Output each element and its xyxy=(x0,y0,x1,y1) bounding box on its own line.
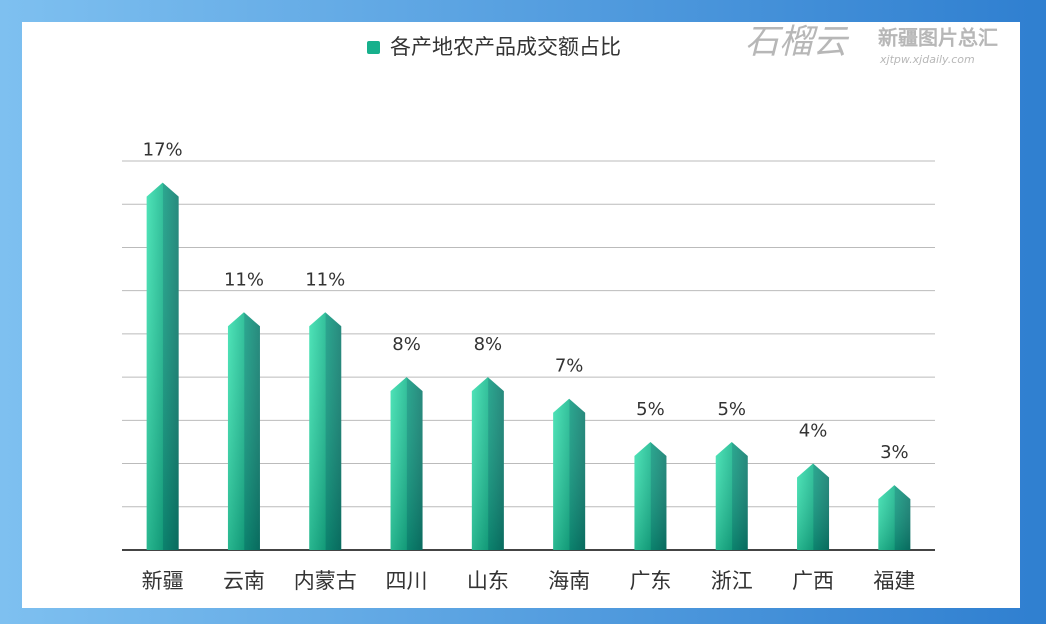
chart-title: 各产地农产品成交额占比 xyxy=(390,35,621,59)
bar xyxy=(797,463,830,550)
x-tick-label: 山东 xyxy=(467,569,509,593)
bar xyxy=(634,441,667,550)
value-label: 7% xyxy=(555,356,584,377)
value-label: 11% xyxy=(305,269,345,290)
bar xyxy=(471,377,504,550)
x-tick-label: 广西 xyxy=(792,569,834,593)
x-tick-label: 广东 xyxy=(629,569,671,593)
bar xyxy=(309,312,342,550)
bar xyxy=(553,398,586,550)
value-label: 11% xyxy=(224,269,264,290)
value-label: 17% xyxy=(143,140,183,161)
value-label: 5% xyxy=(636,399,665,420)
panel xyxy=(22,22,1020,608)
watermark-url: xjtpw.xjdaily.com xyxy=(879,53,975,66)
bar xyxy=(715,441,748,550)
legend-marker xyxy=(367,41,380,54)
value-label: 3% xyxy=(880,442,909,463)
value-label: 8% xyxy=(474,334,503,355)
x-tick-label: 四川 xyxy=(386,569,428,593)
x-tick-label: 云南 xyxy=(223,569,265,593)
watermark-name: 新疆图片总汇 xyxy=(878,26,998,50)
bar xyxy=(146,182,179,550)
value-label: 4% xyxy=(799,421,828,442)
x-tick-label: 内蒙古 xyxy=(294,569,357,593)
value-label: 5% xyxy=(717,399,746,420)
x-tick-label: 福建 xyxy=(873,569,915,593)
x-tick-label: 海南 xyxy=(548,569,590,593)
value-label: 8% xyxy=(392,334,421,355)
x-tick-label: 浙江 xyxy=(711,569,753,593)
x-tick-label: 新疆 xyxy=(142,569,184,593)
watermark: 石榴云 新疆图片总汇 xjtpw.xjdaily.com xyxy=(745,24,998,66)
watermark-logo: 石榴云 xyxy=(745,24,850,61)
bar xyxy=(390,377,423,550)
bar xyxy=(227,312,260,550)
